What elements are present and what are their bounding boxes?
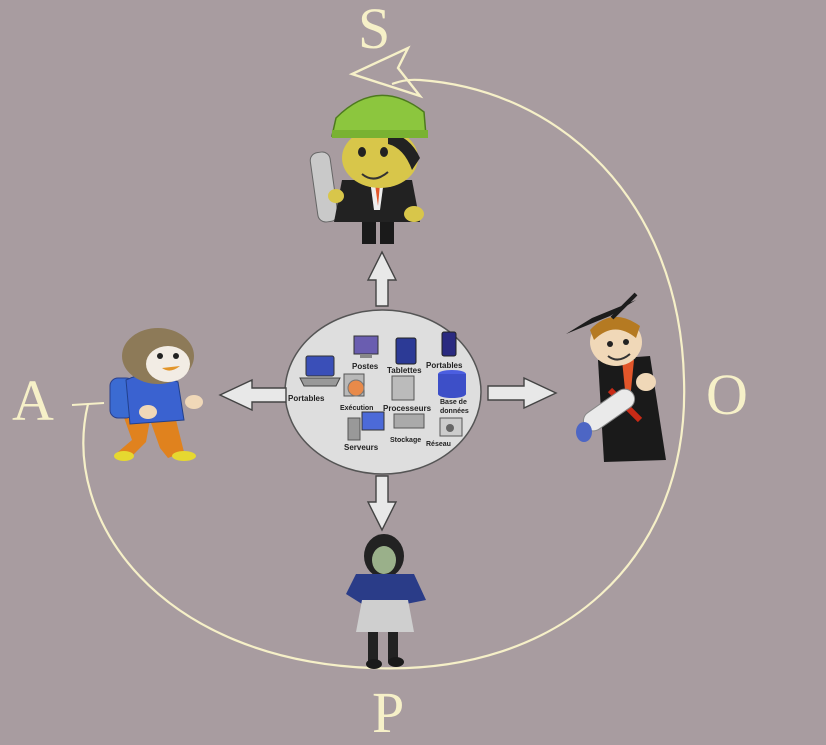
desktop-icon (353, 335, 379, 358)
phase-letter-p: P (372, 680, 405, 745)
hub-label-base-de: Base de (440, 399, 467, 406)
arrow-down-icon (366, 475, 398, 532)
phase-letter-a: A (12, 368, 54, 433)
arrow-left-icon (218, 378, 287, 412)
phone-icon (441, 331, 457, 357)
hub-label-portables-right: Portables (426, 361, 463, 370)
graduate-diploma-icon (566, 292, 666, 462)
engineer-hardhat-icon (309, 94, 428, 244)
network-icon (439, 417, 463, 437)
hub-label-processeurs: Processeurs (383, 404, 432, 413)
phase-letter-o: O (706, 362, 748, 427)
tablet-icon (395, 337, 417, 365)
laptop-icon (299, 355, 341, 387)
arrow-right-icon (487, 376, 558, 410)
cycle-start-tick (71, 402, 105, 406)
cycle-arrowhead-icon (348, 45, 424, 99)
hub-label-portables-left: Portables (288, 394, 325, 403)
hub-label-donnees: données (440, 408, 469, 415)
storage-icon (393, 413, 425, 429)
hub-label-postes: Postes (352, 362, 379, 371)
hub-label-stockage: Stockage (390, 437, 421, 444)
arrow-up-icon (366, 250, 398, 307)
cd-icon (343, 373, 365, 397)
hub-label-reseau: Réseau (426, 441, 451, 448)
hub-label-tablettes: Tablettes (387, 366, 422, 375)
processor-icon (391, 375, 415, 401)
phase-letter-s: S (358, 0, 391, 61)
hub-label-serveurs: Serveurs (344, 443, 379, 452)
database-icon (438, 370, 466, 398)
schoolgirl-icon (346, 534, 426, 669)
hub-label-execution: Exécution (340, 405, 373, 412)
cycle-loop-line (82, 78, 686, 670)
child-backpack-icon (109, 328, 203, 461)
server-icon (347, 411, 385, 441)
